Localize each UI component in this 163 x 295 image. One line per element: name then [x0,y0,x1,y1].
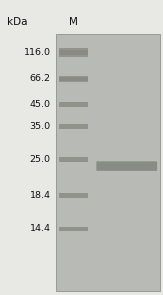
Bar [59,76,88,81]
Text: M: M [69,17,78,27]
Bar [59,102,88,107]
Text: kDa: kDa [7,17,27,27]
Text: 35.0: 35.0 [29,122,51,131]
Text: 25.0: 25.0 [30,155,51,164]
Text: 45.0: 45.0 [30,100,51,109]
Bar [56,34,160,291]
FancyBboxPatch shape [96,161,157,171]
Bar [59,48,88,57]
Bar [59,76,88,82]
Text: 14.4: 14.4 [30,224,51,233]
Bar [59,50,88,55]
Text: 18.4: 18.4 [30,191,51,200]
Text: 116.0: 116.0 [23,48,51,57]
Bar [59,193,88,198]
Bar [59,124,88,129]
Bar [59,157,88,162]
Bar [59,227,88,231]
Text: 66.2: 66.2 [30,74,51,83]
